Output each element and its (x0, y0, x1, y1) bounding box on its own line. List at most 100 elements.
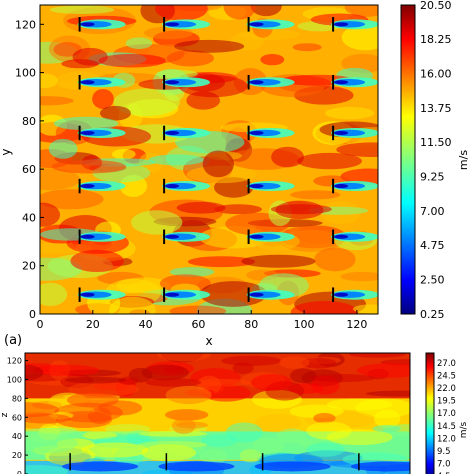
field-blob (125, 37, 153, 49)
field-blob (290, 190, 341, 200)
turbines-a (78, 17, 335, 302)
turbines-b (69, 453, 360, 471)
colorbar-tick-label: 17.0 (437, 409, 456, 419)
field-blob (25, 464, 68, 474)
y-tick-label: 20 (12, 451, 22, 460)
x-axis-a: 0 20 40 60 80 100 120 (37, 310, 367, 331)
colorbar-tick-label: 27.0 (437, 359, 456, 369)
field-blob (187, 256, 256, 268)
colorbar-tick-label: 2.50 (420, 274, 445, 287)
colorbar-tick-label: 7.00 (420, 205, 445, 218)
y-tick-label: 40 (12, 432, 22, 441)
field-blob (199, 449, 228, 464)
field-blob (373, 409, 401, 428)
colorbar-tick-label: 11.50 (420, 136, 452, 149)
field-blob (40, 73, 58, 89)
wake-near (249, 130, 264, 135)
y-axis-a: 0 20 40 60 80 100 120 (15, 18, 44, 321)
wake-core (350, 461, 410, 472)
wake-near (249, 292, 264, 297)
field-blob (174, 39, 245, 53)
y-tick-label: 100 (15, 67, 36, 80)
field-blob (366, 390, 410, 397)
colorbar-tick-label: 9.25 (420, 171, 445, 184)
wake-near (80, 234, 95, 239)
field-blob (340, 271, 378, 282)
wake-near (80, 130, 95, 135)
wake-near (165, 292, 180, 297)
field-blob (279, 356, 310, 369)
x-axis-label-a: x (205, 334, 212, 348)
field-blob (306, 442, 345, 457)
heatmap-b (25, 353, 410, 474)
field-blob (138, 430, 208, 437)
wake-near (80, 80, 95, 85)
field-blob (98, 53, 166, 68)
y-tick-label: 80 (22, 115, 36, 128)
wake-near (334, 184, 349, 189)
y-tick-label: 120 (15, 18, 36, 31)
field-blob (336, 142, 378, 157)
wake-near (80, 22, 95, 27)
field-blob (166, 50, 215, 67)
field-blob (289, 368, 317, 384)
field-blob (40, 168, 80, 191)
field-blob (251, 374, 292, 392)
y-tick-label: 20 (22, 260, 36, 273)
colorbar-b-ramp (425, 352, 435, 474)
field-blob (165, 385, 212, 405)
wake-near (165, 184, 180, 189)
wake-near (334, 130, 349, 135)
field-blob (344, 5, 378, 17)
colorbar-tick-label: 19.5 (437, 397, 456, 407)
x-tick-label: 120 (346, 318, 367, 331)
colorbar-tick-label: 12.0 (437, 434, 456, 444)
field-blob (276, 428, 308, 444)
field-blob (214, 204, 262, 215)
y-axis-label-a: y (0, 148, 13, 155)
field-blob (271, 146, 304, 168)
colorbar-a-ticks: 0.25 2.50 4.75 7.00 9.25 11.50 13.75 16.00 18.25… (420, 0, 452, 321)
wake-near (165, 234, 180, 239)
field-blob (157, 353, 211, 362)
field-blob (49, 5, 115, 14)
colorbar-tick-label: 4.75 (420, 239, 445, 252)
field-blob (145, 378, 202, 387)
field-blob (104, 423, 151, 434)
field-blob (40, 202, 61, 227)
heatmap-a (40, 5, 378, 314)
field-blob (138, 440, 208, 449)
field-blob (260, 54, 285, 66)
wake-near (80, 292, 95, 297)
plot-frame-b (24, 352, 411, 474)
colorbar-tick-label: 0.25 (420, 308, 445, 321)
field-blob (111, 148, 136, 160)
wake-near (334, 22, 349, 27)
field-blob (33, 364, 100, 376)
field-blob (164, 409, 209, 421)
y-tick-label: 0 (17, 470, 22, 474)
field-blob (25, 427, 86, 441)
wake-near (249, 22, 264, 27)
field-blob (51, 159, 127, 174)
field-blob (176, 421, 208, 429)
field-blob (40, 189, 104, 210)
wake-core (158, 461, 235, 472)
field-blob (232, 362, 254, 374)
field-blob (169, 305, 227, 314)
wake-near (334, 292, 349, 297)
heatmap-a-field (40, 5, 378, 314)
field-blob (324, 106, 375, 120)
panel-label-a: (a) (4, 333, 22, 348)
wake-near (249, 184, 264, 189)
wake-core (254, 461, 331, 472)
y-tick-label: 60 (12, 413, 22, 422)
colorbar-tick-label: 4.5 (437, 472, 451, 474)
field-blob (275, 200, 324, 220)
wake-near (334, 80, 349, 85)
field-blob (113, 88, 180, 117)
field-blob (99, 105, 131, 121)
y-tick-label: 100 (7, 375, 22, 384)
